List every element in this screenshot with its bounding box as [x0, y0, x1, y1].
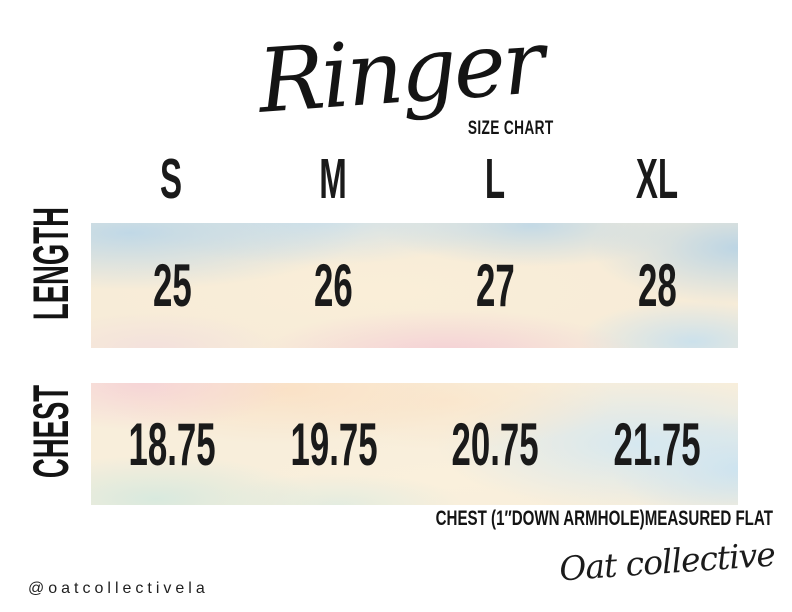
chest-value-cell-l: 20.75: [415, 383, 577, 505]
length-value-cell-xl: 28: [576, 223, 738, 348]
length-value-s: 25: [152, 252, 192, 319]
size-chart-subtitle: SIZE CHART: [467, 118, 554, 139]
brand-signature: Oat collective: [557, 534, 777, 589]
length-value-cell-l: 27: [415, 223, 577, 348]
column-header-s: S: [159, 147, 183, 211]
column-header-m: M: [319, 147, 347, 211]
chest-value-m: 19.75: [290, 410, 378, 478]
chest-row-band: 18.75 19.75 20.75 21.75: [91, 383, 738, 505]
chest-value-cell-m: 19.75: [253, 383, 415, 505]
chest-value-xl: 21.75: [613, 410, 701, 478]
chest-value-cell-xl: 21.75: [576, 383, 738, 505]
length-value-cell-s: 25: [91, 223, 253, 348]
column-header-xl: XL: [635, 147, 679, 211]
measurement-footnote: CHEST (1″DOWN ARMHOLE)MEASURED FLAT: [435, 507, 773, 530]
length-value-cell-m: 26: [253, 223, 415, 348]
length-row-band: 25 26 27 28: [91, 223, 738, 348]
length-value-m: 26: [314, 252, 353, 319]
chest-value-cell-s: 18.75: [91, 383, 253, 505]
row-label-chest: CHEST: [23, 384, 79, 479]
length-value-l: 27: [476, 252, 515, 319]
row-label-length: LENGTH: [23, 207, 79, 321]
chest-value-s: 18.75: [128, 410, 216, 478]
length-value-xl: 28: [637, 252, 677, 319]
column-header-l: L: [484, 147, 506, 211]
instagram-handle: @oatcollectivela: [28, 580, 209, 597]
size-column-headers: S M L XL: [90, 147, 738, 211]
chest-value-l: 20.75: [451, 410, 539, 478]
